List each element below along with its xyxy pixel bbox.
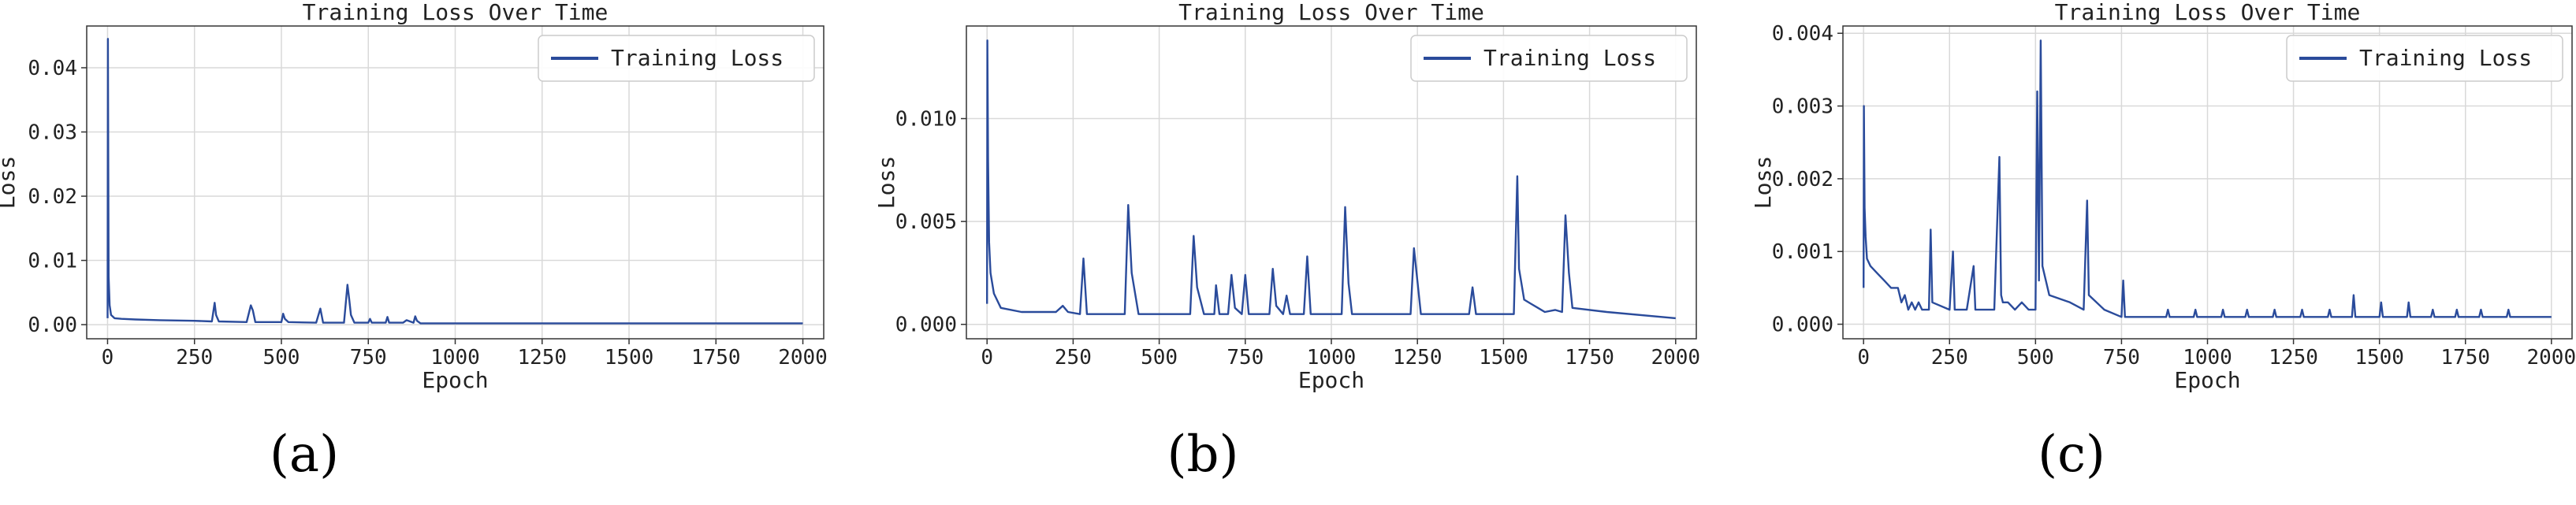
- y-tick-label: 0.003: [1772, 95, 1833, 119]
- x-tick-label: 250: [1931, 346, 1968, 369]
- legend-box: [2286, 35, 2563, 82]
- legend-box: [1410, 35, 1688, 82]
- y-tick-label: 0.000: [1772, 314, 1833, 337]
- chart-panel-3: 0 250 500 750 1000 1250 1500 1750 2000 0.000 0.001…: [1750, 0, 2576, 393]
- x-tick-label: 1750: [2440, 346, 2490, 369]
- y-tick-label: 0.005: [895, 210, 957, 234]
- x-tick-label: 1500: [2355, 346, 2404, 369]
- x-tick-label: 1000: [2183, 346, 2232, 369]
- legend: Training Loss: [1410, 35, 1688, 82]
- series-line-training-loss: [1862, 39, 2552, 318]
- y-axis-label: Loss: [873, 156, 899, 209]
- x-tick-label: 0: [1857, 346, 1870, 369]
- y-tick-label: 0.004: [1772, 22, 1833, 46]
- y-axis-label: Loss: [1750, 156, 1776, 209]
- panel-label: (b): [1167, 425, 1239, 484]
- y-tick-label: 0.03: [28, 121, 77, 145]
- x-tick-label: 250: [176, 346, 213, 369]
- y-tick-label: 0.01: [28, 250, 77, 273]
- series-line-training-loss: [106, 38, 803, 325]
- x-tick-label: 500: [2017, 346, 2054, 369]
- chart-title: Training Loss Over Time: [303, 0, 609, 25]
- x-tick-label: 500: [262, 346, 300, 369]
- chart-panel-2: 0 250 500 750 1000 1250 1500 1750 2000 0.000 0.005…: [873, 0, 1700, 393]
- x-tick-label: 250: [1055, 346, 1092, 369]
- x-tick-label: 1000: [430, 346, 480, 369]
- legend-label: Training Loss: [1483, 45, 1656, 71]
- x-tick-label: 1250: [1393, 346, 1442, 369]
- x-tick-label: 2000: [2527, 346, 2576, 369]
- chart-title: Training Loss Over Time: [1178, 0, 1484, 25]
- panel-label: (a): [269, 425, 340, 484]
- legend-box: [538, 35, 815, 82]
- x-axis-label: Epoch: [2174, 367, 2240, 393]
- chart-title: Training Loss Over Time: [2055, 0, 2361, 25]
- legend: Training Loss: [538, 35, 815, 82]
- x-tick-label: 2000: [1651, 346, 1700, 369]
- legend-label: Training Loss: [611, 45, 784, 71]
- y-axis-label: Loss: [0, 156, 20, 209]
- y-tick-label: 0.010: [895, 108, 957, 132]
- x-tick-label: 0: [102, 346, 114, 369]
- x-tick-label: 750: [350, 346, 387, 369]
- x-tick-label: 1750: [691, 346, 741, 369]
- x-tick-label: 500: [1141, 346, 1178, 369]
- chart-panel-1: 0 250 500 750 1000 1250 1500 1750 2000 0.00 0.01 0.…: [0, 0, 828, 393]
- y-tick-label: 0.00: [28, 314, 77, 337]
- x-tick-label: 1500: [605, 346, 654, 369]
- y-tick-label: 0.04: [28, 57, 77, 80]
- x-tick-label: 1250: [517, 346, 567, 369]
- legend-label: Training Loss: [2359, 45, 2532, 71]
- x-tick-label: 1500: [1479, 346, 1528, 369]
- series-line-training-loss: [985, 39, 1676, 320]
- x-tick-label: 750: [1227, 346, 1264, 369]
- legend: Training Loss: [2286, 35, 2563, 82]
- x-axis-label: Epoch: [422, 367, 488, 393]
- y-tick-label: 0.02: [28, 185, 77, 209]
- y-tick-label: 0.000: [895, 314, 957, 337]
- x-tick-label: 750: [2103, 346, 2140, 369]
- x-tick-label: 1250: [2269, 346, 2318, 369]
- y-tick-label: 0.001: [1772, 240, 1833, 264]
- x-tick-label: 2000: [778, 346, 828, 369]
- y-tick-label: 0.002: [1772, 168, 1833, 191]
- panel-label: (c): [2038, 425, 2105, 484]
- x-tick-label: 0: [981, 346, 993, 369]
- x-tick-label: 1750: [1565, 346, 1614, 369]
- x-tick-label: 1000: [1307, 346, 1357, 369]
- x-axis-label: Epoch: [1298, 367, 1364, 393]
